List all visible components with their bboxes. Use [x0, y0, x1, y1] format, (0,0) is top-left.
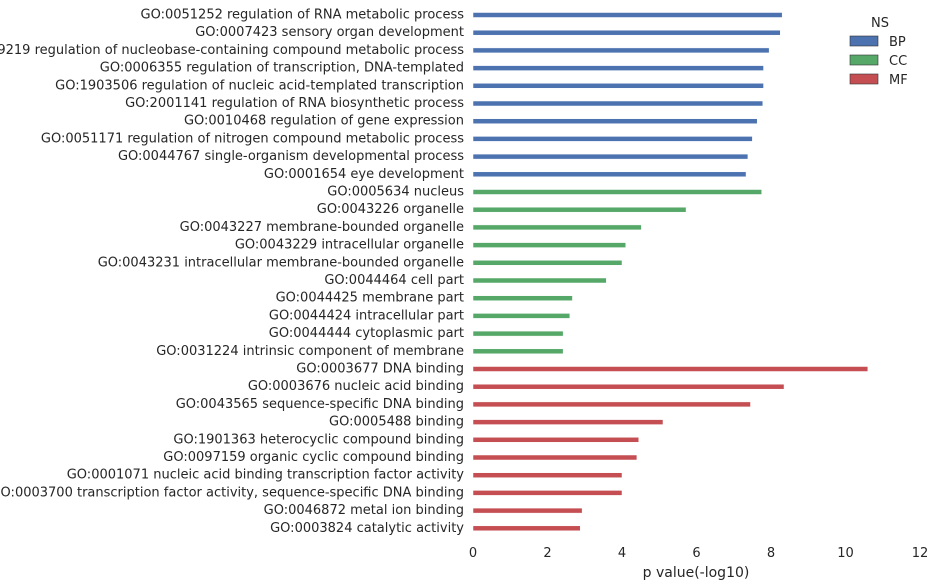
legend-label-mf: MF — [889, 73, 908, 88]
bar-bp — [472, 29, 781, 36]
category-labels: GO:0051252 regulation of RNA metabolic p… — [0, 8, 464, 536]
bar-cc — [472, 224, 642, 231]
bar-bp — [472, 65, 764, 71]
x-tick-label: 2 — [543, 546, 551, 561]
bar-mf — [472, 437, 640, 443]
category-label: GO:0007423 sensory organ development — [195, 25, 464, 40]
category-label: GO:0005488 binding — [329, 415, 464, 430]
bar-mf — [472, 419, 664, 425]
bar-mf — [472, 525, 581, 532]
category-label: GO:0044464 cell part — [324, 273, 464, 288]
bar-cc — [472, 313, 571, 319]
bar-mf — [472, 366, 869, 372]
category-label: GO:0043231 intracellular membrane-bounde… — [98, 255, 464, 270]
legend: NS BP CC MF — [849, 16, 908, 88]
x-tick-label: 8 — [767, 546, 775, 561]
bar-cc — [472, 330, 564, 337]
bar-mf — [472, 401, 751, 408]
bar-cc — [472, 295, 573, 301]
category-label: GO:1901363 heterocyclic compound binding — [173, 432, 464, 447]
category-label: GO:0043226 organelle — [317, 202, 464, 217]
category-label: GO:0044767 single-organism developmental… — [118, 149, 464, 164]
category-label: GO:0006355 regulation of transcription, … — [100, 61, 464, 76]
bar-bp — [472, 47, 770, 54]
bar-mf — [472, 507, 583, 514]
x-tick-label: 4 — [618, 546, 626, 561]
category-label: GO:0005634 nucleus — [327, 185, 464, 200]
legend-title: NS — [871, 16, 889, 31]
bar-bp — [472, 12, 783, 18]
category-label: GO:0001654 eye development — [264, 167, 464, 182]
x-tick-label: 6 — [692, 546, 700, 561]
category-label: GO:0043565 sequence-specific DNA binding — [176, 397, 464, 412]
bar-bp — [472, 83, 764, 89]
bar-bp — [472, 136, 753, 142]
category-label: GO:0051252 regulation of RNA metabolic p… — [141, 8, 465, 23]
bar-mf — [472, 383, 785, 390]
category-label: GO:0044425 membrane part — [276, 291, 464, 306]
bar-bp — [472, 118, 758, 124]
category-label: GO:0003700 transcription factor activity… — [0, 485, 464, 500]
x-tick-label: 12 — [912, 546, 929, 561]
category-label: GO:0010468 regulation of gene expression — [184, 114, 464, 129]
legend-swatch-mf — [849, 73, 879, 85]
category-label: GO:0003677 DNA binding — [296, 362, 464, 377]
category-label: GO:0044424 intracellular part — [269, 308, 464, 323]
bar-mf — [472, 490, 623, 496]
bar-cc — [472, 242, 626, 248]
legend-label-cc: CC — [889, 54, 907, 69]
category-label: GO:0044444 cytoplasmic part — [269, 326, 464, 341]
bar-cc — [472, 189, 762, 195]
bar-cc — [472, 260, 623, 266]
bar-cc — [472, 348, 564, 355]
bars-layer — [472, 12, 869, 532]
bar-mf — [472, 472, 623, 478]
category-label: GO:0031224 intrinsic component of membra… — [156, 344, 464, 359]
legend-swatch-bp — [849, 35, 879, 47]
x-tick-label: 0 — [469, 546, 477, 561]
category-label: GO:0043229 intracellular organelle — [235, 238, 464, 253]
bar-cc — [472, 277, 607, 284]
bar-bp — [472, 100, 764, 107]
legend-swatch-cc — [849, 54, 879, 66]
bar-cc — [472, 206, 687, 213]
category-label: GO:0097159 organic cyclic compound bindi… — [163, 450, 464, 465]
bar-bp — [472, 153, 749, 160]
bar-mf — [472, 454, 638, 461]
bar-bp — [472, 171, 747, 178]
x-axis-title: p value(-log10) — [643, 565, 750, 581]
category-label: GO:2001141 regulation of RNA biosyntheti… — [125, 96, 464, 111]
category-label: GO:0019219 regulation of nucleobase-cont… — [0, 43, 464, 58]
category-label: GO:0051171 regulation of nitrogen compou… — [41, 131, 464, 146]
category-label: GO:1903506 regulation of nucleic acid-te… — [55, 78, 464, 93]
category-label: GO:0043227 membrane-bounded organelle — [180, 220, 464, 235]
legend-label-bp: BP — [889, 35, 906, 50]
x-tick-label: 10 — [837, 546, 854, 561]
category-label: GO:0046872 metal ion binding — [264, 503, 464, 518]
x-axis: 0 2 4 6 8 10 12 — [469, 546, 928, 561]
category-label: GO:0001071 nucleic acid binding transcri… — [67, 468, 465, 483]
category-label: GO:0003824 catalytic activity — [270, 521, 464, 536]
category-label: GO:0003676 nucleic acid binding — [248, 379, 464, 394]
